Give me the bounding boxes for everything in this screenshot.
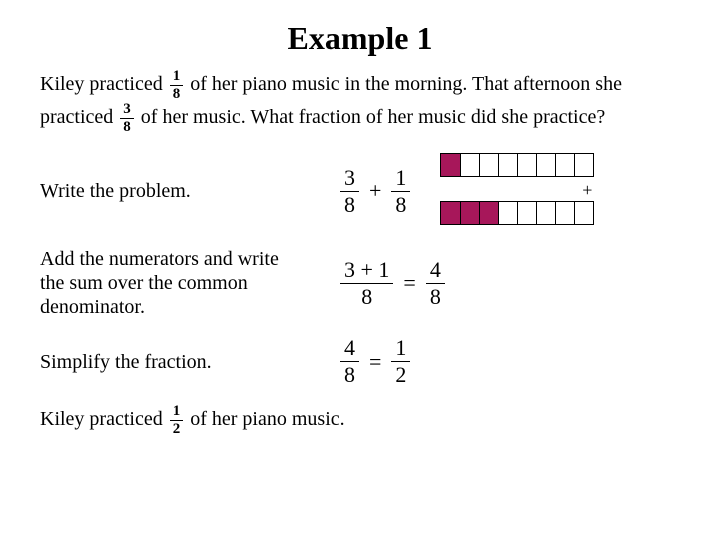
step-3: Simplify the fraction. 4 8 = 1 2 <box>40 337 680 386</box>
frac-num: 3 <box>120 102 134 119</box>
frac-n: 4 <box>340 337 359 362</box>
bar-row-1 <box>440 153 594 177</box>
step-1: Write the problem. 3 8 + 1 8 + <box>40 153 680 229</box>
bar-cell <box>575 154 593 176</box>
frac-n: 1 <box>391 337 410 362</box>
bar-cell <box>480 154 499 176</box>
bar-cell <box>518 154 537 176</box>
step-2: Add the numerators and write the sum ove… <box>40 247 680 319</box>
problem-statement: Kiley practiced 1 8 of her piano music i… <box>40 69 680 135</box>
bar-cell <box>461 202 480 224</box>
fraction-1-8: 1 8 <box>170 69 184 102</box>
step-2-math: 3 + 1 8 = 4 8 <box>340 259 445 308</box>
answer-statement: Kiley practiced 1 2 of her piano music. <box>40 404 680 437</box>
plus-op: + <box>365 178 385 204</box>
step-1-math: 3 8 + 1 8 <box>340 167 410 216</box>
bar-cell <box>537 154 556 176</box>
step-2-label: Add the numerators and write the sum ove… <box>40 247 300 319</box>
example-title: Example 1 <box>40 20 680 57</box>
bar-cell <box>499 154 518 176</box>
frac-d: 8 <box>340 362 359 386</box>
frac-1-8: 1 8 <box>391 167 410 216</box>
frac-den: 2 <box>170 421 184 437</box>
bar-cell <box>441 202 460 224</box>
bar-cell <box>461 154 480 176</box>
problem-part1: Kiley practiced <box>40 73 163 95</box>
problem-part3: of her music. What fraction of her music… <box>141 106 605 128</box>
bar-cell <box>556 154 575 176</box>
frac-n: 3 + 1 <box>340 259 393 284</box>
frac-d: 8 <box>391 192 410 216</box>
bar-row-2 <box>440 201 594 225</box>
answer-part2: of her piano music. <box>190 408 344 430</box>
bar-cell <box>499 202 518 224</box>
fraction-3-8: 3 8 <box>120 102 134 135</box>
frac-1-2: 1 2 <box>391 337 410 386</box>
equals-op: = <box>365 349 385 375</box>
frac-d: 8 <box>340 284 393 308</box>
frac-4-8b: 4 8 <box>340 337 359 386</box>
bar-diagram: + <box>440 153 594 229</box>
frac-3-8: 3 8 <box>340 167 359 216</box>
frac-den: 8 <box>170 86 184 102</box>
frac-num: 1 <box>170 69 184 86</box>
bar-cell <box>575 202 593 224</box>
answer-part1: Kiley practiced <box>40 408 163 430</box>
step-1-label: Write the problem. <box>40 179 300 203</box>
step-3-label: Simplify the fraction. <box>40 350 300 374</box>
bar-cell <box>480 202 499 224</box>
frac-3plus1-8: 3 + 1 8 <box>340 259 393 308</box>
frac-d: 8 <box>426 284 445 308</box>
fraction-1-2: 1 2 <box>170 404 184 437</box>
frac-den: 8 <box>120 119 134 135</box>
frac-d: 2 <box>391 362 410 386</box>
frac-d: 8 <box>340 192 359 216</box>
frac-num: 1 <box>170 404 184 421</box>
frac-n: 1 <box>391 167 410 192</box>
bar-cell <box>537 202 556 224</box>
bar-cell <box>518 202 537 224</box>
frac-n: 3 <box>340 167 359 192</box>
frac-4-8: 4 8 <box>426 259 445 308</box>
equals-op: = <box>399 270 419 296</box>
steps-container: Write the problem. 3 8 + 1 8 + Add the n… <box>40 153 680 386</box>
bar-plus: + <box>440 181 592 199</box>
bar-cell <box>556 202 575 224</box>
bar-cell <box>441 154 460 176</box>
step-3-math: 4 8 = 1 2 <box>340 337 410 386</box>
frac-n: 4 <box>426 259 445 284</box>
